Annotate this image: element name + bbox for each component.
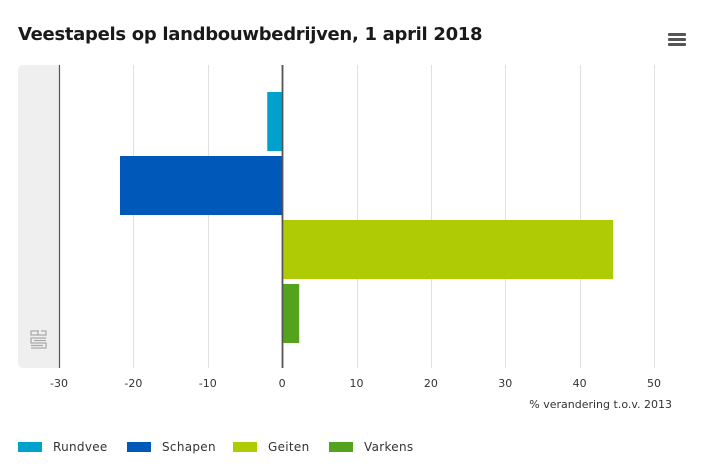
bar-geiten[interactable]: [282, 220, 614, 279]
legend: Rundvee Schapen Geiten Varkens: [18, 440, 413, 454]
x-tick-label: 20: [424, 377, 438, 390]
x-tick-label: 40: [573, 377, 587, 390]
legend-label: Varkens: [364, 440, 414, 454]
x-tick-label: -10: [199, 377, 217, 390]
bar-rundvee[interactable]: [267, 92, 283, 151]
hamburger-menu-icon[interactable]: [668, 33, 686, 47]
bar-varkens[interactable]: [282, 284, 300, 343]
x-tick-label: -30: [50, 377, 68, 390]
menu-line: [668, 33, 686, 36]
legend-label: Rundvee: [53, 440, 108, 454]
x-axis-ticks: -30 -20 -10 0 10 20 30 40 50: [50, 377, 661, 390]
logo-panel: [18, 65, 59, 368]
legend-swatch: [233, 442, 257, 452]
bar-schapen[interactable]: [119, 156, 283, 215]
chart-title: Veestapels op landbouwbedrijven, 1 april…: [18, 24, 483, 45]
x-tick-label: 10: [350, 377, 364, 390]
legend-swatch: [329, 442, 353, 452]
x-tick-label: -20: [124, 377, 142, 390]
legend-swatch: [18, 442, 42, 452]
grid-lines: [58, 65, 655, 368]
legend-item-rundvee[interactable]: Rundvee: [18, 440, 127, 454]
legend-item-varkens[interactable]: Varkens: [329, 440, 413, 454]
x-axis-label: % verandering t.o.v. 2013: [529, 398, 672, 411]
legend-item-geiten[interactable]: Geiten: [233, 440, 329, 454]
legend-label: Geiten: [268, 440, 310, 454]
menu-line: [668, 38, 686, 41]
legend-label: Schapen: [162, 440, 216, 454]
x-tick-label: 30: [498, 377, 512, 390]
x-tick-label: 0: [279, 377, 286, 390]
legend-swatch: [127, 442, 151, 452]
x-tick-label: 50: [647, 377, 661, 390]
cbs-logo: [30, 330, 47, 349]
bars: [119, 65, 614, 368]
menu-line: [668, 43, 686, 46]
legend-item-schapen[interactable]: Schapen: [127, 440, 233, 454]
